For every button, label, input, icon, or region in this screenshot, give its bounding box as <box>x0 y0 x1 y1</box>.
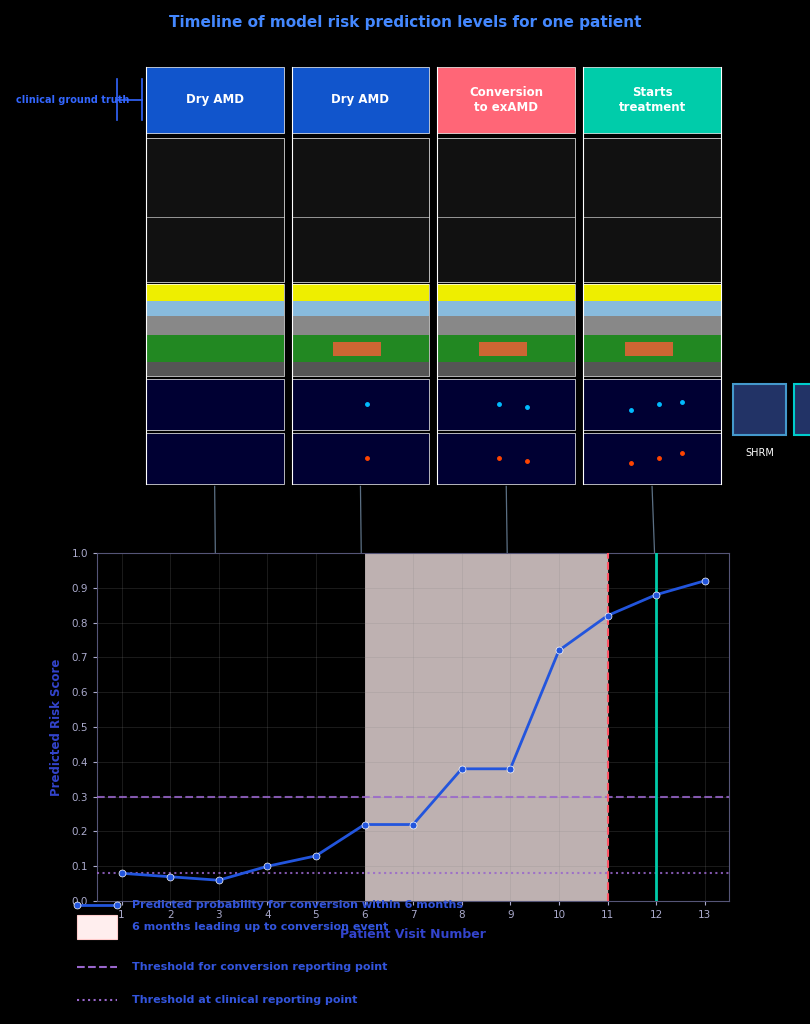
Bar <box>146 316 284 348</box>
Bar <box>583 138 721 282</box>
Bar <box>146 285 284 377</box>
Bar <box>292 379 429 430</box>
Bar <box>437 285 575 301</box>
Text: 6 months leading up to conversion event: 6 months leading up to conversion event <box>131 923 388 932</box>
Text: clinical ground truth: clinical ground truth <box>16 95 130 104</box>
Bar <box>292 432 429 484</box>
Bar <box>479 342 527 356</box>
Bar <box>333 342 381 356</box>
Bar <box>292 316 429 348</box>
Bar <box>292 138 429 282</box>
Bar <box>437 285 575 377</box>
Bar <box>146 285 284 301</box>
Y-axis label: Predicted Risk Score: Predicted Risk Score <box>50 658 63 796</box>
Bar <box>437 335 575 362</box>
Bar <box>292 285 429 377</box>
Bar <box>292 285 429 301</box>
Text: Starts
treatment: Starts treatment <box>618 86 686 114</box>
Bar <box>583 432 721 484</box>
Bar <box>437 316 575 348</box>
Bar <box>583 362 721 377</box>
Bar <box>437 67 575 133</box>
Text: Threshold for conversion reporting point: Threshold for conversion reporting point <box>131 963 387 972</box>
Bar <box>733 384 786 435</box>
Bar <box>583 285 721 301</box>
Bar <box>437 362 575 377</box>
Bar <box>77 915 117 939</box>
Text: Threshold at clinical reporting point: Threshold at clinical reporting point <box>131 995 357 1006</box>
Bar <box>583 335 721 362</box>
Bar <box>146 379 284 430</box>
Bar <box>146 432 284 484</box>
Bar <box>292 335 429 362</box>
Text: Predicted probability for conversion within 6 months: Predicted probability for conversion wit… <box>131 900 463 909</box>
Bar <box>794 384 810 435</box>
Text: Dry AMD: Dry AMD <box>331 93 390 106</box>
Bar <box>583 67 721 133</box>
Bar <box>146 335 284 362</box>
Bar <box>583 379 721 430</box>
Bar <box>292 67 429 133</box>
Bar <box>437 432 575 484</box>
Bar <box>364 553 608 901</box>
Bar <box>625 342 672 356</box>
X-axis label: Patient Visit Number: Patient Visit Number <box>340 929 486 941</box>
Bar <box>146 67 284 133</box>
Bar <box>437 301 575 316</box>
Bar <box>437 138 575 282</box>
Text: Timeline of model risk prediction levels for one patient: Timeline of model risk prediction levels… <box>168 15 642 31</box>
Text: SHRM: SHRM <box>745 449 774 458</box>
Text: Dry AMD: Dry AMD <box>185 93 244 106</box>
Bar <box>583 301 721 316</box>
Bar <box>437 379 575 430</box>
Text: Conversion
to exAMD: Conversion to exAMD <box>469 86 544 114</box>
Bar <box>146 301 284 316</box>
Bar <box>146 138 284 282</box>
Bar <box>292 301 429 316</box>
Bar <box>583 285 721 377</box>
Bar <box>292 362 429 377</box>
Bar <box>146 362 284 377</box>
Bar <box>583 316 721 348</box>
